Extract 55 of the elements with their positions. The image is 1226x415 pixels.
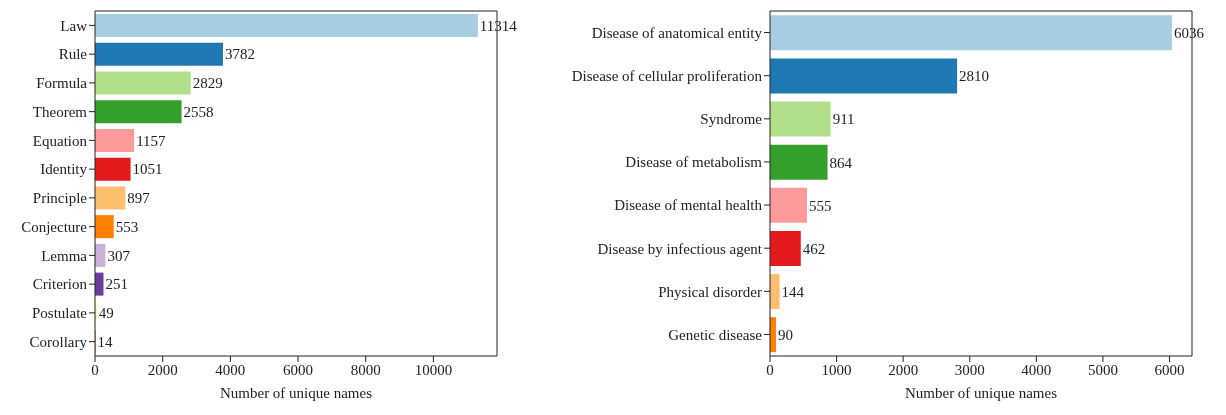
data-label: 307 [107,247,131,264]
x-tick-label: 10000 [414,361,453,378]
x-tick-label: 2000 [147,361,178,378]
y-tick-label: Genetic disease [668,326,763,343]
data-label: 553 [115,218,139,235]
y-tick-label: Disease of cellular proliferation [571,68,763,85]
x-tick-label: 4000 [1021,361,1052,378]
y-tick-label: Physical disorder [658,283,762,300]
data-label: 49 [98,305,114,322]
y-tick-label: Formula [36,75,88,92]
data-label: 251 [105,276,128,293]
data-label: 6036 [1173,25,1205,42]
y-tick-label: Identity [40,161,88,178]
x-tick-label: 3000 [954,361,985,378]
y-tick-label: Criterion [32,276,88,293]
y-tick-label: Disease of anatomical entity [591,24,763,41]
y-tick-label: Conjecture [21,218,88,235]
data-label: 864 [829,154,853,171]
data-label: 1051 [132,161,163,178]
data-label: 462 [802,240,826,257]
x-tick-label: 1000 [821,361,852,378]
x-tick-label: 4000 [215,361,246,378]
x-tick-label: 0 [91,361,99,378]
x-tick-label: 6000 [1154,361,1185,378]
y-tick-label: Disease by infectious agent [597,240,763,257]
y-tick-label: Disease of metabolism [625,154,763,171]
data-label: 90 [777,327,793,344]
data-label: 555 [808,197,832,214]
y-tick-label: Law [60,17,88,34]
x-tick-label: 8000 [350,361,381,378]
data-label: 11314 [479,17,518,34]
data-label: 897 [127,190,151,207]
x-axis-title: Number of unique names [219,385,373,401]
y-tick-label: Postulate [32,305,88,322]
data-label: 2829 [192,75,223,92]
y-tick-label: Lemma [41,247,88,264]
data-label: 14 [97,333,113,350]
y-tick-label: Equation [32,132,88,149]
data-label: 3782 [224,46,255,63]
y-tick-label: Disease of mental health [614,197,763,214]
x-tick-label: 5000 [1087,361,1118,378]
y-tick-label: Principle [32,190,88,207]
x-tick-label: 6000 [283,361,314,378]
y-tick-label: Theorem [32,103,88,120]
x-tick-label: 2000 [888,361,919,378]
x-tick-label: 0 [766,361,774,378]
x-axis-title: Number of unique names [904,385,1058,401]
data-label: 911 [832,111,855,128]
data-label: 144 [781,283,805,300]
data-label: 2810 [959,68,990,85]
y-tick-label: Rule [58,46,88,63]
y-tick-label: Corollary [29,333,88,350]
y-tick-label: Syndrome [700,111,763,128]
data-label: 1157 [136,132,167,149]
data-label: 2558 [183,103,214,120]
